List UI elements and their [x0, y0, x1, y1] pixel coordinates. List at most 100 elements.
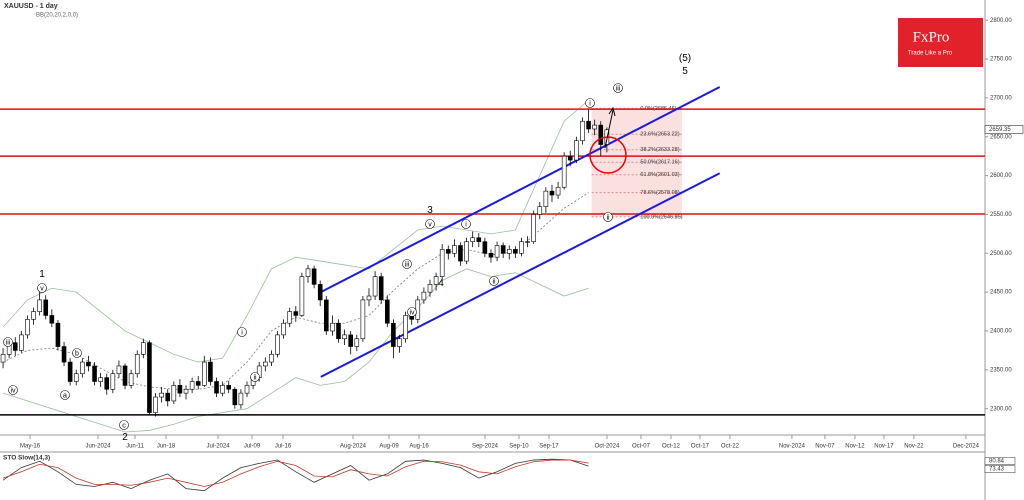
candle-body — [134, 354, 140, 375]
y-tick-label: 2400.00 — [990, 329, 1012, 335]
candle-body — [67, 361, 73, 382]
fib-label: 100.0%(2546.85) — [640, 214, 682, 220]
wave-label: 4 — [438, 278, 444, 289]
wave-circle — [119, 420, 129, 430]
candle-body — [445, 249, 451, 254]
stochastic-line — [2, 458, 589, 492]
logo: FxPro — [913, 29, 950, 45]
x-tick-label: Jul-09 — [244, 444, 261, 450]
candle-body — [482, 241, 488, 254]
candle-body — [470, 237, 475, 242]
candle-body — [464, 241, 469, 262]
x-tick-label: Nov-17 — [874, 444, 894, 450]
x-tick-label: Jun-2024 — [85, 444, 111, 450]
x-tick-label: Aug-16 — [409, 444, 429, 450]
x-tick-label: Oct-07 — [632, 444, 651, 450]
candle-body — [86, 361, 91, 367]
wave-circle — [407, 307, 417, 317]
candle-body — [189, 381, 195, 390]
candle-body — [305, 268, 311, 277]
wave-label: iii — [616, 85, 621, 92]
candle-body — [202, 361, 207, 386]
candle-body — [269, 354, 274, 363]
wave-label: v — [428, 221, 432, 228]
bollinger-upper — [2, 99, 589, 363]
wave-label: a — [63, 392, 67, 399]
wave-label: v — [40, 285, 44, 292]
candle-body — [311, 268, 317, 285]
last-price-label: 2659.35 — [989, 127, 1011, 133]
bollinger-lower — [2, 268, 589, 433]
y-tick-label: 2750.00 — [990, 57, 1012, 63]
candle-body — [299, 276, 305, 316]
wave-label: ii — [253, 374, 257, 381]
candle-body — [537, 206, 543, 215]
y-tick-label: 2700.00 — [990, 95, 1012, 101]
candle-body — [208, 361, 213, 382]
candle-body — [244, 385, 250, 394]
fib-label: 38.2%(2633.28) — [640, 147, 679, 153]
candle-body — [330, 322, 335, 332]
candle-body — [287, 311, 293, 324]
wave-circle — [8, 385, 18, 395]
fib-label: 23.6%(2653.22) — [640, 132, 679, 138]
wave-label: c — [122, 422, 126, 429]
wave-circle — [425, 219, 435, 229]
candle-body — [159, 392, 164, 398]
candle-body — [427, 284, 433, 293]
wave-circle — [585, 98, 595, 108]
x-tick-label: Jun-18 — [157, 444, 176, 450]
candle-body — [238, 392, 244, 406]
x-tick-label: Jun-11 — [126, 444, 145, 450]
candle-body — [177, 385, 183, 394]
wave-circle — [402, 259, 412, 269]
wave-circle — [60, 390, 70, 400]
fib-label: 50.0%(2617.16) — [640, 160, 679, 166]
x-tick-label: Sep-17 — [539, 444, 559, 450]
candle-body — [73, 373, 79, 382]
candle-body — [263, 361, 268, 367]
last-price-box — [984, 125, 1024, 134]
candle-body — [525, 241, 530, 243]
candle-body — [543, 190, 549, 207]
candle-body — [220, 385, 225, 394]
candle-body — [549, 190, 555, 196]
candle-body — [122, 365, 128, 386]
y-tick-label: 2300.00 — [990, 406, 1012, 412]
candle-body — [598, 124, 604, 145]
wave-label: ii — [492, 278, 496, 285]
candle-body — [561, 155, 567, 188]
candle-body — [574, 140, 579, 161]
channel-line — [320, 86, 721, 294]
x-tick-label: Nov-12 — [845, 444, 865, 450]
wave-label: 5 — [682, 66, 688, 77]
wave-circle — [461, 219, 471, 229]
x-tick-label: Oct-2024 — [595, 444, 620, 450]
wave-label: 2 — [122, 432, 128, 443]
candle-body — [281, 322, 286, 336]
stochastic-value: 73.43 — [989, 467, 1005, 473]
candle-body — [195, 381, 201, 386]
candle-body — [275, 334, 280, 355]
x-tick-label: Oct-17 — [691, 444, 710, 450]
candle-body — [43, 299, 49, 316]
candle-body — [80, 361, 85, 375]
candle-body — [397, 338, 402, 347]
wave-circle — [250, 372, 260, 382]
fib-label: 78.6%(2578.08) — [640, 190, 679, 196]
candle-body — [171, 385, 177, 402]
wave-circle — [489, 276, 499, 286]
wave-circle — [603, 212, 613, 222]
candle-body — [555, 186, 561, 196]
wave-label: 1 — [39, 269, 45, 280]
x-tick-label: Dec-2024 — [953, 444, 980, 450]
candle-body — [98, 377, 103, 382]
candle-body — [25, 319, 30, 336]
candle-body — [147, 342, 152, 413]
candle-body — [153, 396, 158, 413]
chart-title: XAUUSD - 1 day — [4, 3, 58, 10]
candle-body — [19, 334, 24, 351]
wave-label: i — [589, 100, 591, 107]
